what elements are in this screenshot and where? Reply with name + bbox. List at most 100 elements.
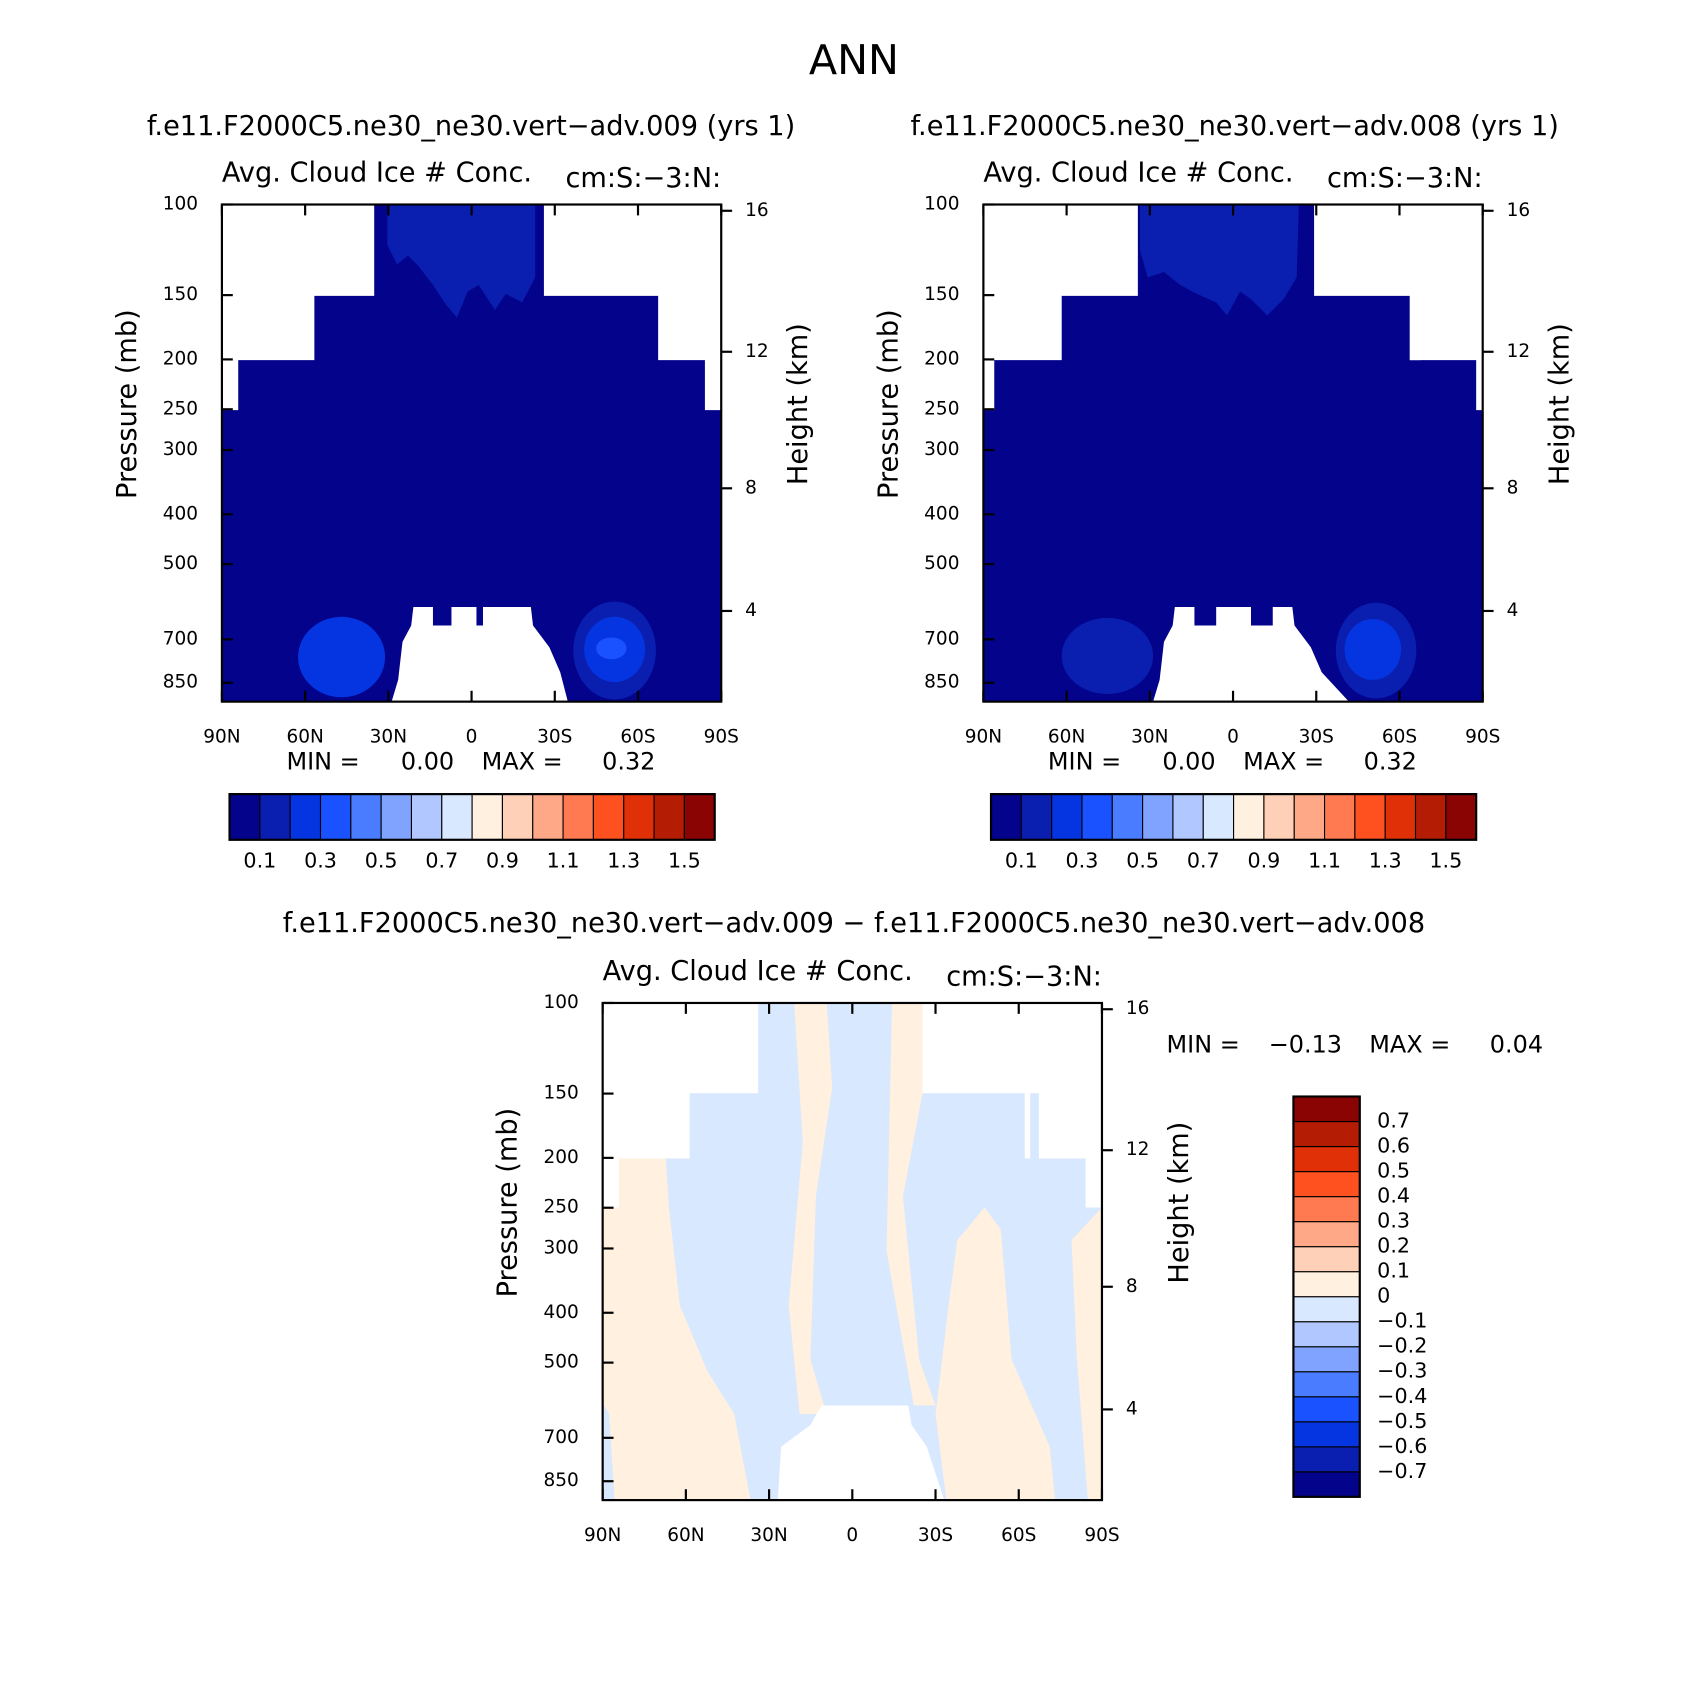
colorbar-label: 1.5 [1429, 849, 1462, 873]
units: cm:S:−3:N: [946, 961, 1102, 992]
colorbar-box [683, 793, 716, 841]
colorbar-label: 0.3 [304, 849, 337, 873]
contour-fill [1071, 1207, 1102, 1501]
colorbar-label: 0 [1377, 1284, 1390, 1308]
colorbar-box [228, 793, 261, 841]
y-tick-label: 200 [924, 348, 959, 369]
colorbar-label: 0.7 [1377, 1109, 1410, 1133]
y2-tick-label: 12 [745, 341, 769, 362]
colorbar-label: −0.7 [1377, 1459, 1427, 1483]
colorbar-box [1292, 1471, 1361, 1498]
units: cm:S:−3:N: [565, 163, 721, 194]
y-tick-label: 100 [163, 194, 198, 215]
panel-title: Avg. Cloud Ice # Conc. [222, 158, 532, 189]
contour-fill [935, 1207, 1056, 1501]
colorbar-box [319, 793, 352, 841]
y-tick-label: 850 [543, 1470, 578, 1491]
y-tick-label: 500 [543, 1352, 578, 1373]
y-tick-label: 300 [163, 439, 198, 460]
y-tick-label: 400 [924, 503, 959, 524]
contour-fill [596, 637, 627, 660]
colorbar-label: 0.1 [243, 849, 276, 873]
y-tick-label: 700 [543, 1427, 578, 1448]
colorbar-box [1172, 793, 1204, 841]
colorbar-box [289, 793, 322, 841]
y-tick-label: 300 [543, 1237, 578, 1258]
colorbar-label: −0.1 [1377, 1309, 1427, 1333]
stat-value: 0.32 [1364, 748, 1417, 776]
x-tick-label: 60N [1048, 727, 1085, 748]
y2-tick-label: 8 [1507, 477, 1519, 498]
colorbar-box [592, 793, 625, 841]
panel-title: Avg. Cloud Ice # Conc. [983, 158, 1293, 189]
colorbar-box [1081, 793, 1113, 841]
colorbar-box [1292, 1421, 1361, 1448]
x-tick-label: 60N [286, 727, 323, 748]
y-tick-label: 100 [924, 194, 959, 215]
colorbar-box [1292, 1171, 1361, 1198]
x-tick-label: 30S [1299, 727, 1334, 748]
colorbar-label: −0.3 [1377, 1359, 1427, 1383]
masked-region [1409, 295, 1421, 361]
y-tick-label: 700 [163, 628, 198, 649]
y2-axis-label: Height (km) [1545, 323, 1576, 485]
colorbar-label: 1.5 [668, 849, 701, 873]
y-axis-label: Pressure (mb) [873, 309, 904, 499]
y-tick-label: 150 [163, 284, 198, 305]
colorbar-label: 0.7 [425, 849, 458, 873]
units: cm:S:−3:N: [1327, 163, 1483, 194]
stat-value: 0.00 [401, 748, 454, 776]
colorbar-label: 0.9 [1247, 849, 1280, 873]
colorbar-label: 0.3 [1066, 849, 1099, 873]
colorbar-box [1292, 1120, 1361, 1148]
x-tick-label: 60S [620, 727, 655, 748]
y-tick-label: 400 [163, 503, 198, 524]
contour-fill [221, 204, 722, 702]
y-tick-label: 850 [163, 672, 198, 693]
y2-tick-label: 8 [1126, 1276, 1138, 1297]
y-tick-label: 200 [163, 348, 198, 369]
x-tick-label: 90N [584, 1525, 621, 1546]
x-tick-label: 60S [1001, 1525, 1036, 1546]
colorbar-box [1292, 1196, 1361, 1223]
masked-region [1024, 1093, 1031, 1159]
contour-fill [983, 204, 1483, 702]
stat-value: 0.00 [1162, 748, 1215, 776]
colorbar-box [501, 793, 534, 841]
y2-tick-label: 16 [745, 200, 769, 221]
x-tick-label: 30S [918, 1525, 953, 1546]
x-tick-label: 30N [1131, 727, 1168, 748]
colorbar-box [441, 793, 473, 841]
colorbar-label: 0.4 [1377, 1184, 1410, 1208]
colorbar-box [350, 793, 382, 841]
colorbar-box [1051, 793, 1083, 841]
x-tick-label: 90N [965, 727, 1002, 748]
y2-tick-label: 12 [1507, 341, 1531, 362]
y-tick-label: 300 [924, 439, 959, 460]
stat-value: −0.13 [1269, 1030, 1342, 1058]
colorbar-label: 1.1 [547, 849, 580, 873]
y2-axis-label: Height (km) [1164, 1122, 1195, 1284]
colorbar-box [1324, 793, 1356, 841]
stat-name: MAX = [1369, 1030, 1450, 1058]
panel-subtitle: f.e11.F2000C5.ne30_ne30.vert−adv.009 − f… [283, 908, 1425, 939]
y-axis-label: Pressure (mb) [112, 309, 143, 499]
y2-tick-label: 16 [1126, 998, 1150, 1019]
colorbar-label: 0.1 [1377, 1259, 1410, 1283]
colorbar-box [990, 793, 1022, 841]
stat-name: MIN = [286, 748, 359, 776]
colorbar-label: 1.3 [1369, 849, 1402, 873]
contour-fill [602, 1158, 751, 1501]
colorbar-label: 0.2 [1377, 1234, 1410, 1258]
colorbar-label: 0.9 [486, 849, 519, 873]
masked-region [1153, 607, 1349, 702]
x-tick-label: 90S [704, 727, 739, 748]
colorbar-box [1293, 793, 1326, 841]
colorbar-box [1292, 1146, 1361, 1173]
x-tick-label: 60S [1382, 727, 1417, 748]
colorbar-box [1292, 1271, 1361, 1298]
contour-fill [1061, 617, 1154, 695]
colorbar-box [471, 793, 503, 841]
masked-region [391, 607, 568, 702]
